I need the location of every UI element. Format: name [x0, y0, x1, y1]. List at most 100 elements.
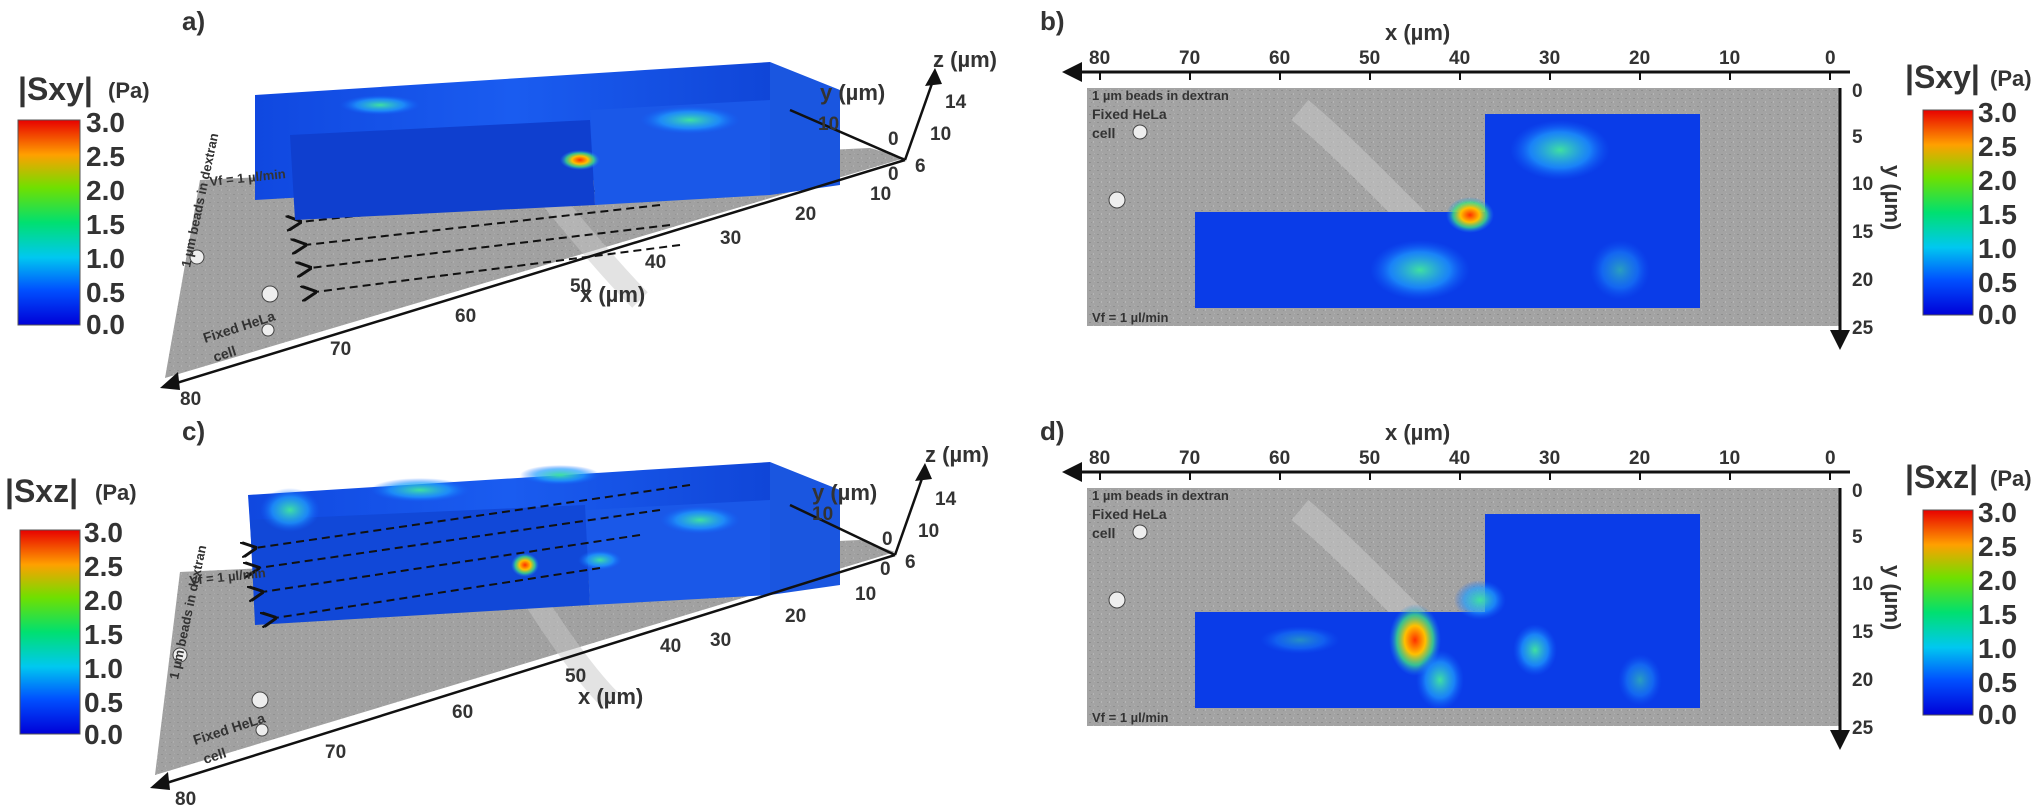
bead [172, 647, 188, 663]
panel-c-z-tick: 10 [918, 521, 939, 542]
colorbar-d-tick: 2.5 [1978, 531, 2017, 562]
panel-b-flow-label: Vf = 1 µl/min [1092, 310, 1169, 325]
panel-a-cell-label-2: cell [211, 342, 238, 364]
panel-a-x-tick: 70 [330, 339, 351, 360]
bead [189, 249, 205, 265]
panel-d-y-tick: 0 [1852, 481, 1863, 502]
panel-d-y-tick: 15 [1852, 622, 1874, 643]
panel-d-y-tick: 10 [1852, 574, 1873, 595]
panel-c-x-tick: 30 [710, 630, 731, 651]
colorbar-a-tick: 2.0 [86, 175, 125, 206]
panel-c-axes [159, 469, 927, 787]
panel-b-x-tick: 60 [1269, 48, 1290, 69]
panel-b-y-arrowhead [1830, 330, 1850, 350]
panel-d-x-tick: 70 [1179, 448, 1200, 469]
colorbar-b-gradient [1922, 109, 1974, 316]
panel-c-x-tick: 70 [325, 742, 346, 763]
panel-c-flow-arrows [255, 484, 691, 618]
panel-b: b) x (µm) 80 70 60 50 40 30 20 10 0 [1040, 6, 2032, 350]
panel-c-label: c) [182, 416, 205, 446]
panel-c-x-tick: 40 [660, 636, 681, 657]
panel-d-x-title: x (µm) [1385, 420, 1450, 445]
panel-c-stress-volume [248, 462, 840, 625]
panel-b-x-tick: 20 [1629, 48, 1650, 69]
bead [1108, 591, 1126, 609]
panel-a-x-tick: 30 [720, 228, 741, 249]
panel-d-x-tick: 30 [1539, 448, 1560, 469]
panel-b-x-title: x (µm) [1385, 20, 1450, 45]
panel-c-x-tick: 50 [565, 666, 586, 687]
panel-b-y-title: y (µm) [1880, 165, 1905, 230]
panel-c-z-title: z (µm) [925, 442, 989, 467]
colorbar-b-tick: 0.0 [1978, 299, 2017, 330]
panel-c-z-arrowhead [915, 463, 932, 481]
bead [1132, 124, 1148, 140]
colorbar-a-tick: 2.5 [86, 141, 125, 172]
panel-d-beads-label: 1 µm beads in dextran [1092, 488, 1229, 503]
colorbar-c-tick: 2.0 [84, 585, 123, 616]
colorbar-c-tick: 1.5 [84, 619, 123, 650]
colorbar-c-tick: 1.0 [84, 653, 123, 684]
panel-b-x-tick: 10 [1719, 48, 1740, 69]
panel-d-x-tick: 10 [1719, 448, 1740, 469]
colorbar-d-title: |Sxz| [1905, 459, 1978, 495]
panel-d-x-ticks [1099, 472, 1831, 480]
panel-d-x-tick: 0 [1825, 448, 1836, 469]
panel-a-z-zero: 0 [888, 164, 899, 185]
panel-a: a) |Sxy| (Pa) 3.0 2.5 2.0 1.5 1.0 0.5 0.… [17, 6, 997, 410]
panel-c-y-tick: 0 [882, 529, 893, 550]
panel-b-x-ticks [1099, 72, 1831, 80]
colorbar-c: |Sxz| (Pa) 3.0 2.5 2.0 1.5 1.0 0.5 0.0 [5, 473, 137, 750]
panel-b-stress-map [1195, 114, 1700, 308]
panel-c-x-tick: 60 [452, 702, 473, 723]
colorbar-d-tick: 2.0 [1978, 565, 2017, 596]
panel-a-x-tick: 10 [870, 184, 891, 205]
colorbar-d: |Sxz| (Pa) 3.0 2.5 2.0 1.5 1.0 0.5 0.0 [1905, 459, 2032, 730]
colorbar-b-tick: 0.5 [1978, 267, 2017, 298]
bead [261, 323, 275, 337]
panel-d-stress-map [1195, 514, 1700, 710]
panel-a-z-tick: 14 [945, 92, 967, 113]
panel-d-x-tick: 40 [1449, 448, 1470, 469]
panel-a-x-tick: 20 [795, 204, 816, 225]
panel-a-x-arrowhead [160, 372, 180, 390]
panel-d-flow-label: Vf = 1 µl/min [1092, 710, 1169, 725]
panel-b-cell-label-1: Fixed HeLa [1092, 106, 1167, 122]
panel-d-x-tick: 20 [1629, 448, 1650, 469]
panel-b-label: b) [1040, 6, 1065, 36]
panel-d-x-tick: 50 [1359, 448, 1380, 469]
panel-c-x-tick: 10 [855, 584, 876, 605]
panel-a-z-tick: 10 [930, 124, 951, 145]
panel-a-x-tick: 40 [645, 252, 666, 273]
colorbar-b-tick: 2.5 [1978, 131, 2017, 162]
panel-a-z-arrowhead [925, 68, 942, 86]
colorbar-a-title: |Sxy| [18, 71, 93, 107]
colorbar-a-tick: 0.5 [86, 277, 125, 308]
panel-a-z-title: z (µm) [933, 47, 997, 72]
colorbar-b-tick: 2.0 [1978, 165, 2017, 196]
panel-c-x-title: x (µm) [578, 684, 643, 709]
colorbar-d-tick: 0.0 [1978, 699, 2017, 730]
panel-c-z-zero: 0 [880, 559, 891, 580]
bead [255, 723, 269, 737]
panel-b-x-arrowhead [1062, 62, 1082, 82]
colorbar-d-tick: 1.5 [1978, 599, 2017, 630]
panel-c-z-tick: 6 [905, 552, 916, 573]
panel-a-x-title: x (µm) [580, 282, 645, 307]
panel-c-y-tick: 10 [812, 504, 833, 525]
colorbar-d-tick: 0.5 [1978, 667, 2017, 698]
panel-d-y-tick: 25 [1852, 718, 1874, 739]
colorbar-b-title: |Sxy| [1905, 59, 1980, 95]
panel-c-cell-label-2: cell [201, 744, 228, 766]
panel-b-x-tick: 70 [1179, 48, 1200, 69]
panel-b-cell-label-2: cell [1092, 125, 1115, 141]
colorbar-c-tick: 0.0 [84, 719, 123, 750]
bead [1132, 524, 1148, 540]
bead [261, 285, 279, 303]
colorbar-c-tick: 3.0 [84, 517, 123, 548]
colorbar-b-tick: 1.5 [1978, 199, 2017, 230]
panel-c-z-tick: 14 [935, 489, 957, 510]
colorbar-b-tick: 3.0 [1978, 97, 2017, 128]
colorbar-d-unit: (Pa) [1990, 466, 2032, 491]
panel-b-x-tick: 80 [1089, 48, 1110, 69]
